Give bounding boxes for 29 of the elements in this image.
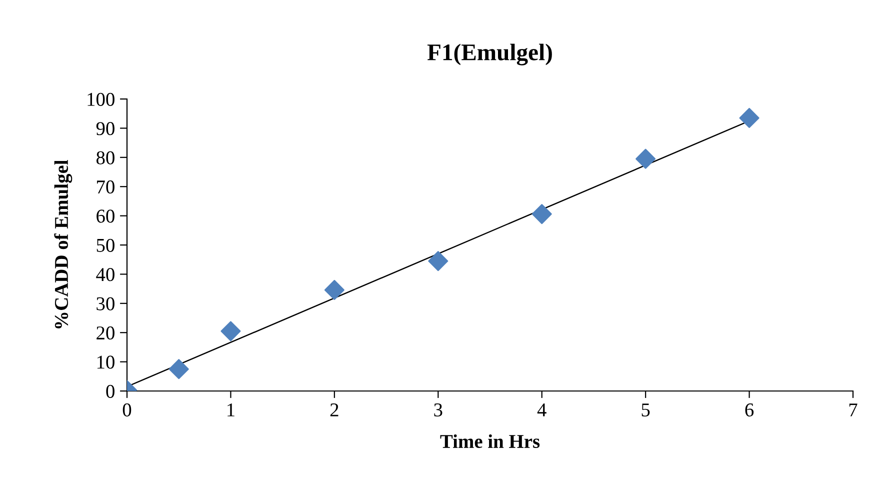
y-tick-label: 20 (96, 326, 114, 340)
y-tick-label: 10 (97, 356, 114, 369)
point (532, 204, 552, 224)
x-tick-label: 0 (122, 403, 132, 416)
y-tick-label: 0 (106, 384, 114, 398)
point (636, 148, 656, 169)
x-tick-label: 3 (434, 403, 442, 416)
x-tick-label: 6 (745, 403, 754, 416)
x-tick-label: 4 (537, 404, 546, 416)
y-tick-label: 100 (88, 92, 114, 106)
x-tick-label: 7 (849, 404, 858, 416)
y-tick-label: 80 (96, 151, 114, 164)
y-tick-label: 40 (96, 268, 114, 282)
chart-title: F1(Emulgel) (427, 44, 552, 66)
y-tick-label: 70 (97, 180, 114, 194)
point (739, 108, 760, 128)
point (220, 321, 241, 342)
x-tick-label: 2 (330, 403, 338, 416)
point (324, 280, 344, 300)
y-tick-label: 90 (96, 122, 114, 136)
y-tick-label: 60 (96, 210, 114, 223)
point (168, 359, 189, 380)
y-tick-label: 30 (96, 297, 114, 310)
x-tick-label: 1 (228, 403, 234, 416)
x-axis-title: Time in Hrs (440, 434, 540, 448)
y-tick-label: 50 (96, 238, 114, 252)
point (428, 251, 448, 272)
x-tick-label: 5 (642, 404, 650, 416)
y-axis-title: %CADD of Emulgel (54, 160, 72, 328)
